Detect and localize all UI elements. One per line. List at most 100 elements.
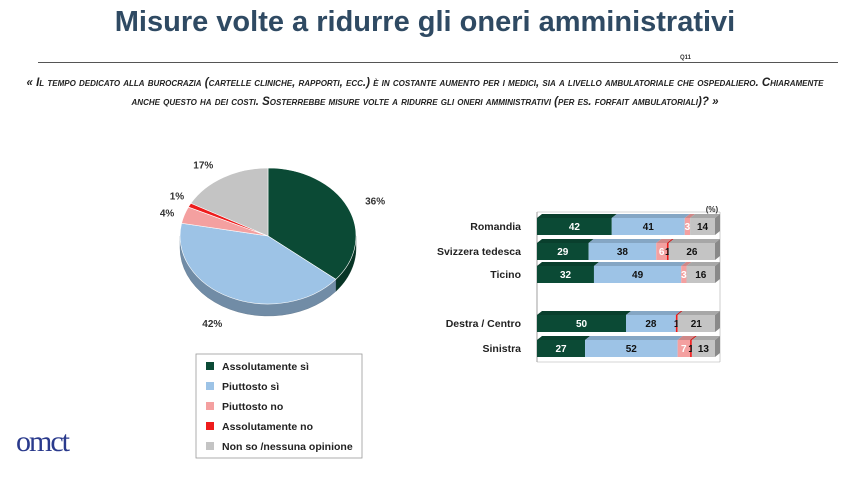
legend-label: Assolutamente sì [222, 361, 309, 373]
pie-slice-label: 1% [170, 191, 185, 202]
bar-segment [690, 218, 715, 235]
bar-segment [593, 266, 682, 283]
bar-value-label: 7 [681, 344, 687, 355]
bar-segment-top [681, 262, 692, 266]
bar-segment-top [691, 336, 720, 340]
bar-segment [690, 340, 692, 357]
bar-value-label: 1 [665, 247, 671, 258]
bar-segment-top [593, 262, 687, 266]
bar-segment-top [537, 214, 617, 218]
legend-label: Piuttosto sì [222, 381, 279, 393]
bar-segment-top [690, 214, 720, 218]
question-code: Q11 [680, 55, 692, 61]
bar-segment-top [588, 239, 662, 243]
omct-logo: omct [16, 425, 70, 458]
bar-value-label: 52 [626, 344, 638, 355]
bar-value-label: 28 [645, 319, 657, 330]
bar-category-label: Sinistra [482, 343, 521, 355]
bar-value-label: 50 [576, 319, 588, 330]
legend-swatch [206, 362, 214, 370]
bar-value-label: 26 [686, 247, 698, 258]
bar-value-label: 13 [698, 344, 710, 355]
bar-segment-top [677, 311, 720, 315]
bar-segment-top [585, 336, 683, 340]
bar-value-label: 21 [691, 319, 703, 330]
bar-segment [537, 315, 626, 332]
bar-segment-top [537, 311, 631, 315]
bar-value-label: 29 [557, 247, 569, 258]
bar-side [715, 239, 720, 260]
pie-slice-label: 4% [160, 209, 175, 220]
bar-segment-top [537, 336, 591, 340]
bar-value-label: 3 [681, 270, 687, 281]
pie-slice [179, 222, 337, 305]
legend-label: Non so /nessuna opinione [222, 441, 353, 453]
bar-segment [626, 315, 676, 332]
bar-side [715, 262, 720, 283]
bar-segment [588, 243, 657, 260]
bar-value-label: 49 [632, 270, 644, 281]
bar-category-label: Ticino [490, 269, 521, 281]
pie-slice-label: 17% [193, 161, 213, 172]
legend-swatch [206, 442, 214, 450]
bar-segment [677, 340, 691, 357]
pie-slice [267, 167, 357, 280]
bar-value-label: 38 [617, 247, 629, 258]
bar-segment [675, 315, 678, 332]
bar-segment [666, 243, 669, 260]
bar-value-label: 1 [674, 319, 680, 330]
legend-swatch [206, 382, 214, 390]
pie-slice-label: 36% [365, 197, 385, 208]
legend-label: Assolutamente no [222, 421, 313, 433]
bar-segment-top [537, 239, 594, 243]
bar-value-label: 14 [697, 222, 709, 233]
bar-segment-top [666, 239, 674, 243]
bar-segment [681, 266, 687, 283]
bar-segment [677, 315, 715, 332]
bar-segment-top [537, 262, 599, 266]
bar-side [715, 311, 720, 332]
bar-value-label: 42 [569, 222, 581, 233]
bar-segment [611, 218, 685, 235]
bar-segment [691, 340, 715, 357]
bar-category-label: Destra / Centro [446, 318, 521, 330]
bar-segment [537, 340, 586, 357]
legend-swatch [206, 422, 214, 430]
page-title: Misure volte a ridurre gli oneri amminis… [114, 6, 736, 38]
bar-value-label: 16 [695, 270, 707, 281]
bar-segment-top [668, 239, 720, 243]
bar-segment [585, 340, 678, 357]
bar-unit-label: (%) [706, 205, 719, 214]
bar-category-label: Romandia [470, 221, 521, 233]
legend-label: Piuttosto no [222, 401, 283, 413]
legend-box [195, 353, 363, 459]
title-divider [38, 62, 838, 63]
question-text: « Il tempo dedicato alla burocrazia (car… [26, 77, 824, 108]
pie-slice [190, 167, 269, 237]
bar-segment [686, 266, 715, 283]
bar-segment-top [656, 239, 672, 243]
bar-segment [668, 243, 715, 260]
bar-segment [537, 266, 594, 283]
bar-side [715, 214, 720, 235]
bar-segment [537, 218, 612, 235]
bar-value-label: 32 [560, 270, 572, 281]
bar-segment-top [677, 336, 696, 340]
bar-category-label: Svizzera tedesca [437, 246, 521, 258]
bar-value-label: 1 [688, 344, 694, 355]
bar-segment [537, 243, 589, 260]
bar-segment-top [690, 336, 697, 340]
bar-segment [684, 218, 691, 235]
bar-value-label: 3 [685, 222, 691, 233]
bar-segment-top [611, 214, 690, 218]
bar-value-label: 6 [659, 247, 665, 258]
pie-slice-label: 42% [202, 319, 222, 330]
bar-value-label: 41 [643, 222, 655, 233]
bar-segment [656, 243, 667, 260]
legend-swatch [206, 402, 214, 410]
bar-side [715, 336, 720, 357]
bar-segment-top [686, 262, 720, 266]
bar-segment-top [626, 311, 681, 315]
bar-value-label: 27 [555, 344, 567, 355]
